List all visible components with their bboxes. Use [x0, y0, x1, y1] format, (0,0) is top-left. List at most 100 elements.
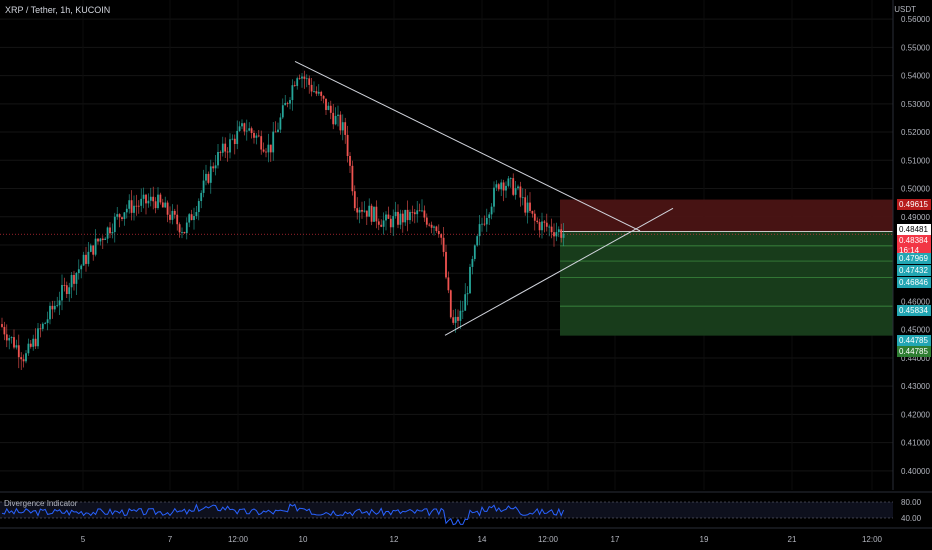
- candle-body: [29, 343, 32, 347]
- candle-body: [229, 139, 231, 153]
- candle-body: [61, 284, 63, 301]
- candle-body: [349, 156, 351, 166]
- candle-body: [87, 251, 90, 264]
- candle-body: [519, 186, 522, 198]
- candle-body: [471, 258, 474, 267]
- candle-body: [140, 198, 143, 206]
- candle-body: [164, 202, 167, 208]
- candle-body: [353, 191, 356, 209]
- candle-body: [329, 105, 332, 113]
- candle-body: [73, 274, 75, 284]
- level-tag-3: 0.46846: [897, 277, 931, 288]
- take-profit-zone: [560, 231, 893, 336]
- trendlines[interactable]: [294, 61, 674, 336]
- candle-body: [406, 209, 409, 221]
- price-tick-label: 0.49000: [901, 213, 930, 222]
- candle-body: [152, 196, 155, 202]
- candle-body: [507, 178, 510, 186]
- candle-body: [178, 224, 181, 233]
- candle-body: [500, 182, 503, 190]
- candle-body: [399, 213, 402, 225]
- candle-body: [8, 338, 11, 341]
- rsi-line: [1, 503, 565, 526]
- candle-body: [205, 173, 207, 181]
- candle-body: [125, 208, 128, 213]
- candle-body: [56, 305, 59, 307]
- current-price-tag: 0.48384: [897, 235, 931, 246]
- level-tag-6: 0.44785: [897, 346, 931, 357]
- price-tick-label: 0.44000: [901, 354, 930, 363]
- candle-body: [435, 226, 438, 231]
- candle-body: [524, 197, 527, 213]
- candle-body: [325, 98, 327, 110]
- candle-body: [433, 226, 435, 228]
- price-tick-label: 0.42000: [901, 410, 930, 419]
- candle-body: [20, 357, 23, 360]
- indicator-title[interactable]: Divergence Indicator: [4, 499, 78, 508]
- time-tick-label: 12:00: [862, 535, 883, 544]
- rsi-band: [0, 502, 893, 518]
- candle-body: [413, 212, 416, 215]
- candle-body: [200, 192, 203, 202]
- candle-body: [344, 122, 347, 135]
- candle-body: [457, 316, 459, 321]
- candle-body: [80, 265, 83, 270]
- candle-body: [387, 214, 390, 219]
- candle-body: [97, 238, 99, 242]
- candle-body: [159, 194, 162, 203]
- candle-body: [505, 185, 507, 191]
- candle-body: [560, 229, 563, 238]
- symbol-title[interactable]: XRP / Tether, 1h, KUCOIN: [5, 5, 111, 15]
- candle-body: [34, 338, 37, 347]
- candle-body: [394, 211, 397, 217]
- candle-body: [49, 305, 51, 320]
- candle-body: [301, 76, 303, 79]
- candle-body: [111, 232, 114, 234]
- candle-body: [157, 194, 159, 209]
- candle-body: [197, 201, 200, 213]
- candle-body: [5, 334, 8, 341]
- time-axis[interactable]: 5 7 12:00 10 12 14 12:00 17 19 21 12:00: [0, 527, 932, 544]
- time-tick-label: 10: [299, 535, 308, 544]
- candle-body: [317, 91, 320, 94]
- candle-body: [514, 188, 517, 195]
- candle-body: [545, 222, 548, 227]
- candle-body: [269, 144, 272, 153]
- candle-body: [161, 202, 164, 208]
- candle-body: [466, 293, 469, 295]
- candle-body: [166, 202, 169, 215]
- candle-body: [250, 128, 253, 134]
- candle-body: [404, 209, 407, 223]
- candle-body: [447, 277, 450, 291]
- price-tick-label: 0.54000: [901, 72, 930, 81]
- level-tag-2: 0.47432: [897, 265, 931, 276]
- candle-body: [368, 205, 371, 217]
- candle-body: [298, 78, 301, 80]
- candle-body: [416, 210, 419, 215]
- candle-body: [46, 319, 49, 323]
- indicator-pane: 80.00 40.00: [0, 491, 932, 526]
- candle-body: [279, 117, 282, 130]
- candle-body: [490, 206, 493, 215]
- candle-body: [548, 226, 551, 228]
- candle-body: [512, 178, 515, 195]
- candle-body: [243, 123, 246, 132]
- candle-body: [281, 105, 284, 118]
- candle-body: [392, 216, 395, 228]
- price-tick-label: 0.46000: [901, 297, 930, 306]
- candle-body: [241, 123, 243, 127]
- candle-body: [145, 194, 147, 204]
- candle-body: [356, 208, 359, 213]
- candle-body: [320, 91, 323, 96]
- candle-body: [1, 324, 3, 327]
- candle-body: [380, 224, 383, 227]
- candle-body: [65, 285, 68, 295]
- candle-body: [401, 213, 404, 223]
- candle-body: [130, 200, 133, 213]
- candle-body: [202, 180, 205, 193]
- candle-body: [411, 211, 414, 213]
- candle-body: [207, 173, 210, 183]
- candle-body: [361, 209, 363, 212]
- candle-body: [173, 210, 176, 215]
